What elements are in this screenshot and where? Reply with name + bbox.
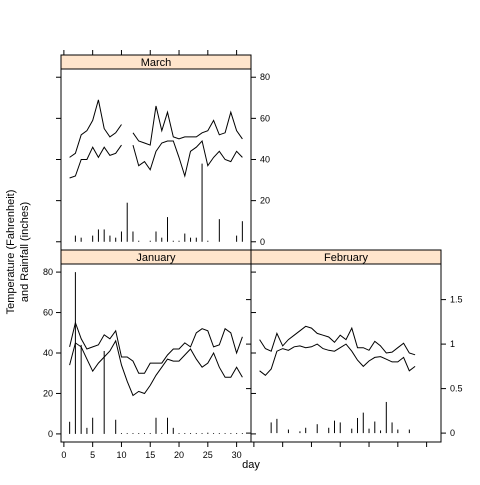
series-line-january-1	[70, 341, 243, 396]
x-axis-label: day	[242, 459, 260, 471]
panel-frame-march	[61, 69, 251, 250]
x-tick-label-january: 5	[90, 450, 95, 460]
y-tick-label-february: 1	[450, 339, 455, 349]
y-tick-label-march: 0	[260, 237, 265, 247]
series-line-march-0	[70, 100, 122, 157]
x-tick-label-january: 15	[145, 450, 155, 460]
series-line-march-2	[70, 145, 122, 178]
series-line-march-3	[133, 141, 242, 176]
panel-march: March 0 20 40 60 80	[56, 50, 270, 250]
y-tick-label-march: 20	[260, 196, 270, 206]
y-tick-label-february: 1.5	[450, 295, 463, 305]
strip-label-january: January	[136, 252, 176, 264]
y-tick-label-january: 40	[43, 348, 53, 358]
y-axis-label-line-1: Temperature (Fahrenheit)	[5, 190, 17, 315]
y-tick-label-february: 0	[450, 428, 455, 438]
x-tick-label-january: 25	[203, 450, 213, 460]
series-line-february-1	[260, 344, 416, 375]
y-tick-label-january: 20	[43, 388, 53, 398]
panel-frame-january	[61, 264, 251, 442]
y-tick-label-january: 60	[43, 308, 53, 318]
series-line-march-1	[133, 106, 242, 145]
strip-label-march: March	[141, 57, 172, 69]
x-tick-label-january: 10	[116, 450, 126, 460]
x-tick-label-january: 20	[174, 450, 184, 460]
panel-january: January 0 20 40 60 80 0 5 10 15 20 25 30	[43, 250, 256, 460]
y-tick-label-february: 0.5	[450, 384, 463, 394]
strip-label-february: February	[324, 252, 369, 264]
y-tick-label-january: 80	[43, 267, 53, 277]
series-line-january-0	[70, 323, 243, 374]
y-tick-label-march: 40	[260, 155, 270, 165]
y-tick-label-march: 60	[260, 113, 270, 123]
panel-frame-february	[251, 264, 441, 442]
x-tick-label-january: 30	[232, 450, 242, 460]
y-axis-label-line-2: and Rainfall (inches)	[19, 202, 31, 302]
x-tick-label-january: 0	[61, 450, 66, 460]
series-line-february-0	[260, 326, 416, 355]
y-tick-label-march: 80	[260, 72, 270, 82]
y-tick-label-january: 0	[48, 429, 53, 439]
panel-february: February 0 0.5 1 1.5	[246, 250, 463, 447]
